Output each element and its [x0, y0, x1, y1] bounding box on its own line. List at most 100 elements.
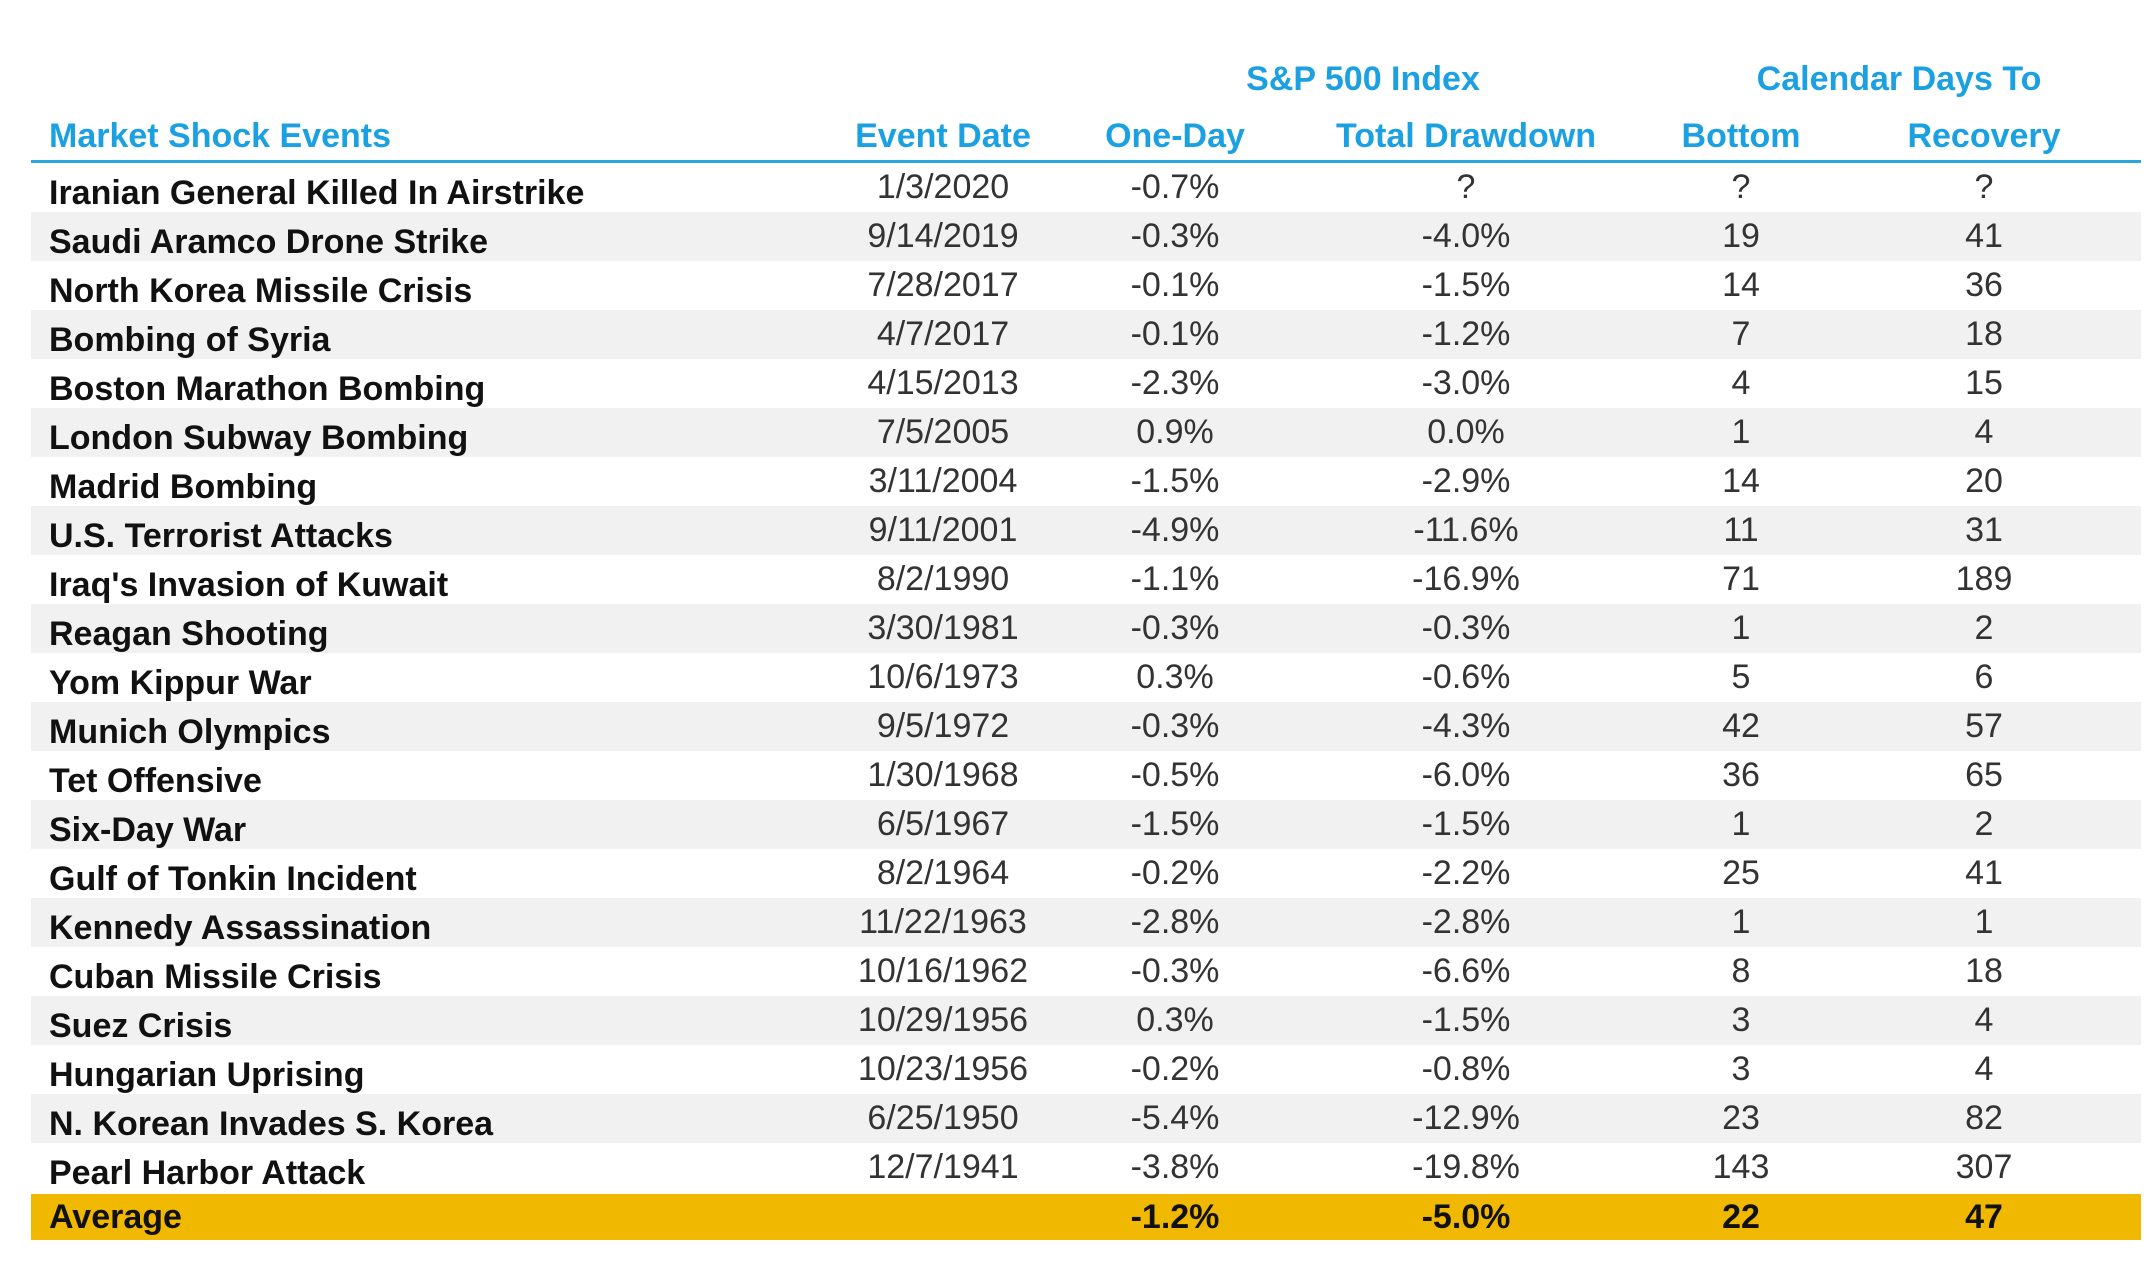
market-shock-table: S&P 500 Index Calendar Days To Market Sh…	[31, 60, 2141, 1240]
cell-total-drawdown: 0.0%	[1427, 413, 1505, 451]
cell-event-name: Hungarian Uprising	[49, 1056, 365, 1094]
cell-one-day: -0.3%	[1130, 217, 1220, 255]
cell-bottom: 14	[1722, 266, 1760, 304]
cell-one-day: -3.8%	[1130, 1148, 1220, 1186]
cell-recovery: 4	[1974, 413, 1994, 451]
cell-recovery: 36	[1965, 266, 2003, 304]
cell-total-drawdown: -12.9%	[1412, 1099, 1520, 1137]
cell-recovery: 189	[1955, 560, 2013, 598]
cell-event-date: 11/22/1963	[859, 903, 1027, 941]
cell-total-drawdown: -1.5%	[1421, 266, 1511, 304]
cell-one-day: -0.1%	[1130, 315, 1220, 353]
cell-event-date: 4/7/2017	[876, 315, 1010, 353]
cell-event-date: 1/30/1968	[867, 756, 1019, 794]
column-header-recovery: Recovery	[1907, 117, 2061, 155]
cell-event-date: 3/30/1981	[867, 609, 1019, 647]
average-label: Average	[49, 1198, 182, 1236]
cell-event-name: Cuban Missile Crisis	[49, 958, 382, 996]
cell-total-drawdown: -2.2%	[1421, 854, 1511, 892]
table-row: Munich Olympics 9/5/1972 -0.3% -4.3% 42 57	[31, 702, 2141, 751]
cell-bottom: 5	[1731, 658, 1751, 696]
cell-bottom: 14	[1722, 462, 1760, 500]
cell-event-date: 1/3/2020	[876, 168, 1010, 206]
cell-recovery: 4	[1974, 1001, 1994, 1039]
cell-total-drawdown: ?	[1456, 168, 1476, 206]
cell-total-drawdown: -4.0%	[1421, 217, 1511, 255]
cell-total-drawdown: -0.6%	[1421, 658, 1511, 696]
table-row: Suez Crisis 10/29/1956 0.3% -1.5% 3 4	[31, 996, 2141, 1045]
cell-bottom: 1	[1731, 413, 1751, 451]
cell-one-day: -1.1%	[1130, 560, 1220, 598]
cell-recovery: 57	[1965, 707, 2003, 745]
average-row: Average -1.2% -5.0% 22 47	[31, 1194, 2141, 1240]
cell-total-drawdown: -6.0%	[1421, 756, 1511, 794]
cell-event-date: 10/23/1956	[857, 1050, 1029, 1088]
cell-total-drawdown: -3.0%	[1421, 364, 1511, 402]
column-header-event: Market Shock Events	[49, 117, 392, 155]
table-row: Bombing of Syria 4/7/2017 -0.1% -1.2% 7 18	[31, 310, 2141, 359]
cell-bottom: ?	[1731, 168, 1751, 206]
cell-total-drawdown: -1.5%	[1421, 1001, 1511, 1039]
cell-bottom: 23	[1722, 1099, 1760, 1137]
cell-recovery: 18	[1965, 315, 2003, 353]
group-header-calendar-days: Calendar Days To	[1756, 60, 2042, 98]
cell-event-date: 3/11/2004	[868, 462, 1018, 500]
table-row: North Korea Missile Crisis 7/28/2017 -0.1%…	[31, 261, 2141, 310]
table-row: London Subway Bombing 7/5/2005 0.9% 0.0% 1 4	[31, 408, 2141, 457]
cell-one-day: -2.8%	[1130, 903, 1220, 941]
cell-event-name: Iraq's Invasion of Kuwait	[49, 566, 449, 604]
cell-event-name: Reagan Shooting	[49, 615, 329, 653]
cell-recovery: 82	[1965, 1099, 2003, 1137]
table-row: Hungarian Uprising 10/23/1956 -0.2% -0.8% 3 4	[31, 1045, 2141, 1094]
cell-event-date: 10/6/1973	[867, 658, 1019, 696]
cell-event-date: 7/28/2017	[867, 266, 1019, 304]
cell-event-name: U.S. Terrorist Attacks	[49, 517, 393, 555]
cell-one-day: -0.5%	[1130, 756, 1220, 794]
table-row: Yom Kippur War 10/6/1973 0.3% -0.6% 5 6	[31, 653, 2141, 702]
cell-one-day: -4.9%	[1130, 511, 1220, 549]
cell-recovery: 20	[1965, 462, 2003, 500]
average-recovery: 47	[1965, 1198, 2003, 1236]
table-body: Iranian General Killed In Airstrike 1/3/2…	[31, 163, 2141, 1192]
average-total-drawdown: -5.0%	[1421, 1198, 1511, 1236]
cell-bottom: 3	[1731, 1001, 1751, 1039]
cell-bottom: 3	[1731, 1050, 1751, 1088]
cell-one-day: 0.3%	[1136, 1001, 1214, 1039]
cell-total-drawdown: -4.3%	[1421, 707, 1511, 745]
table-row: Reagan Shooting 3/30/1981 -0.3% -0.3% 1 2	[31, 604, 2141, 653]
cell-event-name: Six-Day War	[49, 811, 247, 849]
table-row: Iranian General Killed In Airstrike 1/3/2…	[31, 163, 2141, 212]
cell-event-date: 9/11/2001	[868, 511, 1018, 549]
group-header-row: S&P 500 Index Calendar Days To	[31, 60, 2141, 108]
cell-one-day: 0.3%	[1136, 658, 1214, 696]
cell-one-day: -5.4%	[1130, 1099, 1220, 1137]
cell-event-name: London Subway Bombing	[49, 419, 469, 457]
cell-bottom: 42	[1722, 707, 1760, 745]
cell-one-day: -0.3%	[1130, 609, 1220, 647]
cell-event-name: Yom Kippur War	[49, 664, 312, 702]
cell-event-date: 10/16/1962	[857, 952, 1029, 990]
cell-bottom: 1	[1731, 903, 1751, 941]
cell-event-date: 8/2/1990	[876, 560, 1010, 598]
cell-event-name: Munich Olympics	[49, 713, 331, 751]
table-row: Tet Offensive 1/30/1968 -0.5% -6.0% 36 65	[31, 751, 2141, 800]
cell-bottom: 36	[1722, 756, 1760, 794]
cell-total-drawdown: -1.2%	[1421, 315, 1511, 353]
table-row: Boston Marathon Bombing 4/15/2013 -2.3% -3.…	[31, 359, 2141, 408]
cell-event-name: Kennedy Assassination	[49, 909, 432, 947]
column-header-event-date: Event Date	[855, 117, 1031, 155]
cell-event-date: 8/2/1964	[876, 854, 1010, 892]
cell-event-name: Iranian General Killed In Airstrike	[49, 174, 585, 212]
cell-total-drawdown: -16.9%	[1412, 560, 1520, 598]
cell-recovery: 4	[1974, 1050, 1994, 1088]
table-row: Cuban Missile Crisis 10/16/1962 -0.3% -6.6%…	[31, 947, 2141, 996]
cell-bottom: 25	[1722, 854, 1760, 892]
cell-event-date: 6/5/1967	[876, 805, 1010, 843]
cell-recovery: 65	[1965, 756, 2003, 794]
average-bottom: 22	[1722, 1198, 1760, 1236]
column-header-total-drawdown: Total Drawdown	[1335, 117, 1597, 155]
cell-one-day: -0.3%	[1130, 952, 1220, 990]
cell-recovery: 41	[1965, 217, 2003, 255]
table-row: Saudi Aramco Drone Strike 9/14/2019 -0.3% -…	[31, 212, 2141, 261]
cell-bottom: 19	[1722, 217, 1760, 255]
